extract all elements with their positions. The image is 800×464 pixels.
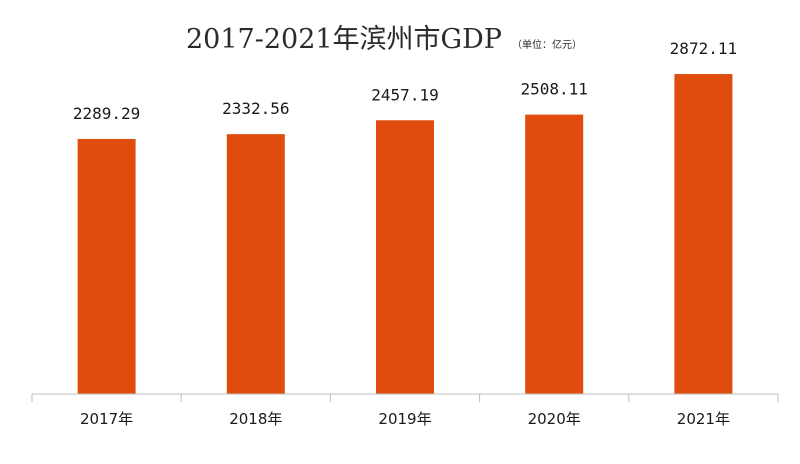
x-tick-label: 2020年 (528, 410, 581, 428)
bar-3 (376, 120, 434, 394)
chart-unit-note: （单位：亿元） (512, 38, 582, 51)
value-labels-layer: 2289.29 2332.56 2457.19 2508.11 2872.11 (73, 39, 737, 123)
bar-5 (674, 74, 733, 395)
data-label: 2508.11 (520, 80, 587, 99)
data-label: 2332.56 (222, 99, 289, 118)
chart-title-text: 2017-2021年滨州市GDP (186, 24, 502, 55)
x-tick-label: 2021年 (677, 410, 730, 428)
data-label: 2457.19 (371, 85, 438, 104)
bar-4 (525, 114, 584, 394)
x-tick-label: 2018年 (229, 410, 282, 428)
chart-title: 2017-2021年滨州市GDP （单位：亿元） (186, 24, 582, 55)
data-label: 2289.29 (73, 104, 140, 123)
bars-layer (77, 74, 733, 395)
data-label: 2872.11 (670, 39, 737, 58)
x-tick-label: 2017年 (80, 410, 133, 428)
x-tick-label: 2019年 (378, 410, 431, 428)
bar-1 (77, 138, 136, 394)
bar-2 (226, 134, 285, 394)
x-axis: 2017年 2018年 2019年 2020年 2021年 (31, 393, 779, 428)
